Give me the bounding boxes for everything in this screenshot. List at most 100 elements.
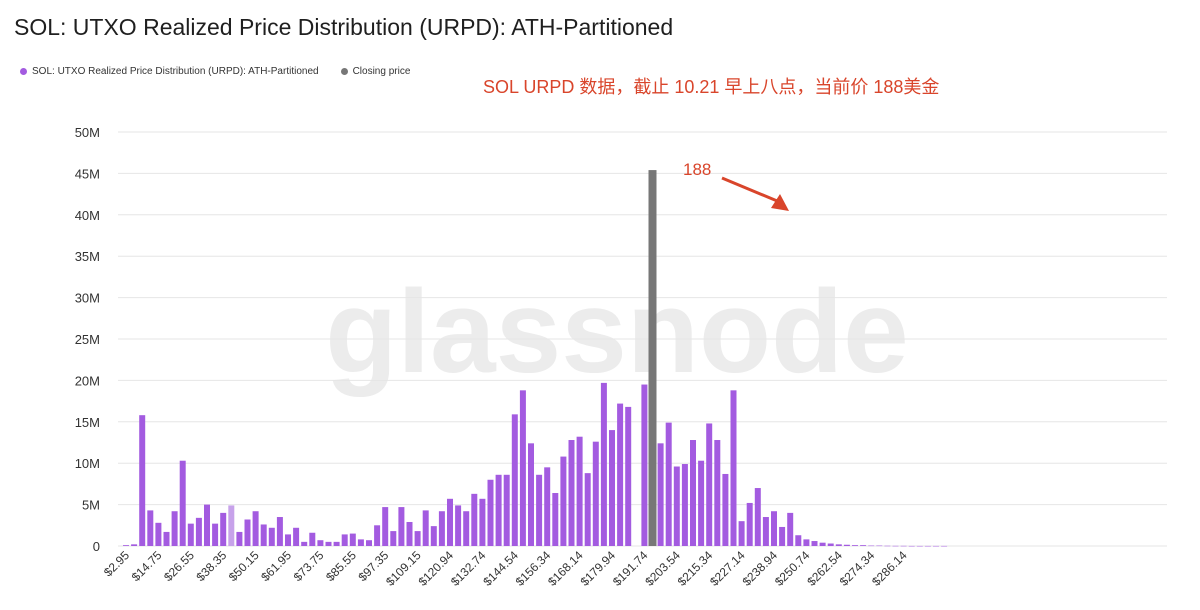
urpd-bar[interactable] (681, 464, 688, 546)
urpd-bar[interactable] (276, 517, 283, 546)
urpd-bar[interactable] (195, 517, 202, 546)
urpd-bar[interactable] (228, 505, 235, 546)
urpd-bar[interactable] (779, 526, 786, 546)
urpd-bar[interactable] (455, 505, 462, 546)
urpd-bar[interactable] (204, 504, 210, 546)
urpd-bar[interactable] (155, 522, 162, 546)
urpd-bar[interactable] (528, 443, 534, 546)
urpd-bar[interactable] (673, 466, 680, 546)
urpd-bar[interactable] (511, 414, 518, 546)
urpd-bar[interactable] (325, 541, 332, 546)
urpd-bar[interactable] (333, 541, 340, 546)
urpd-bar[interactable] (212, 523, 219, 546)
urpd-bar[interactable] (495, 474, 502, 546)
urpd-bar[interactable] (900, 545, 907, 547)
urpd-bar[interactable] (835, 544, 842, 546)
urpd-bar[interactable] (487, 479, 494, 546)
urpd-bar[interactable] (843, 544, 850, 546)
urpd-bar[interactable] (706, 423, 713, 546)
urpd-bar[interactable] (479, 498, 486, 546)
urpd-bar[interactable] (357, 539, 364, 546)
urpd-bar[interactable] (617, 403, 624, 546)
urpd-bar[interactable] (163, 531, 170, 546)
urpd-bar[interactable] (609, 430, 615, 546)
urpd-bar[interactable] (382, 507, 389, 546)
urpd-bar[interactable] (730, 390, 737, 546)
urpd-bar[interactable] (349, 533, 356, 546)
urpd-bar[interactable] (406, 521, 413, 546)
urpd-bar[interactable] (309, 532, 316, 546)
urpd-bar[interactable] (941, 545, 948, 547)
urpd-bar[interactable] (536, 474, 543, 546)
urpd-bar[interactable] (301, 541, 308, 546)
urpd-bar[interactable] (762, 517, 769, 546)
urpd-bar[interactable] (803, 539, 810, 546)
urpd-bar[interactable] (438, 511, 445, 546)
urpd-bar[interactable] (787, 512, 794, 546)
urpd-bar[interactable] (600, 382, 607, 546)
urpd-bar[interactable] (665, 422, 672, 546)
urpd-bar[interactable] (827, 543, 834, 546)
urpd-bar[interactable] (690, 440, 696, 546)
urpd-bar[interactable] (260, 524, 267, 546)
urpd-bar[interactable] (592, 441, 599, 546)
urpd-bar[interactable] (657, 443, 664, 546)
urpd-bar[interactable] (924, 545, 931, 547)
urpd-bar[interactable] (447, 498, 453, 546)
urpd-bar[interactable] (398, 507, 405, 546)
urpd-bar[interactable] (641, 384, 648, 546)
legend-item-closing-price[interactable]: Closing price (340, 66, 410, 77)
urpd-bar[interactable] (860, 545, 867, 546)
closing-price-bar[interactable] (648, 170, 657, 546)
urpd-bar[interactable] (819, 542, 826, 546)
urpd-bar[interactable] (179, 460, 186, 546)
urpd-bar[interactable] (738, 521, 745, 546)
urpd-bar[interactable] (187, 523, 194, 546)
urpd-bar[interactable] (317, 540, 324, 546)
urpd-bar[interactable] (390, 531, 397, 546)
urpd-bar[interactable] (560, 456, 567, 546)
urpd-bar[interactable] (414, 531, 421, 546)
urpd-bar[interactable] (852, 545, 858, 546)
urpd-bar[interactable] (552, 493, 559, 546)
urpd-bar[interactable] (293, 527, 300, 546)
urpd-bar[interactable] (471, 493, 478, 546)
urpd-bar[interactable] (252, 511, 259, 546)
urpd-bar[interactable] (220, 512, 227, 546)
urpd-bar[interactable] (463, 511, 470, 546)
urpd-bar[interactable] (147, 510, 154, 546)
urpd-bar[interactable] (519, 390, 526, 546)
urpd-bar[interactable] (746, 502, 753, 546)
urpd-bar[interactable] (171, 511, 178, 546)
urpd-bar[interactable] (244, 519, 251, 546)
legend-item-urpd[interactable]: SOL: UTXO Realized Price Distribution (U… (20, 66, 319, 77)
urpd-bar[interactable] (503, 474, 510, 546)
urpd-bar[interactable] (576, 436, 583, 546)
urpd-bar[interactable] (892, 545, 899, 547)
urpd-bar[interactable] (868, 545, 875, 547)
urpd-bar[interactable] (123, 545, 129, 546)
urpd-bar[interactable] (908, 545, 915, 547)
urpd-bar[interactable] (714, 440, 721, 546)
urpd-bar[interactable] (754, 488, 761, 546)
urpd-bar[interactable] (916, 545, 923, 547)
urpd-bar[interactable] (698, 460, 705, 546)
urpd-bar[interactable] (422, 510, 429, 546)
urpd-bar[interactable] (811, 541, 818, 546)
urpd-bar[interactable] (771, 511, 777, 546)
urpd-bar[interactable] (139, 415, 146, 546)
urpd-bar[interactable] (268, 527, 275, 546)
urpd-bar[interactable] (366, 540, 372, 546)
urpd-bar[interactable] (933, 545, 939, 547)
urpd-bar[interactable] (795, 535, 802, 546)
urpd-bar[interactable] (285, 534, 291, 546)
urpd-bar[interactable] (722, 473, 729, 546)
urpd-bar[interactable] (568, 440, 575, 546)
urpd-bar[interactable] (341, 534, 348, 546)
urpd-bar[interactable] (236, 531, 243, 546)
urpd-bar[interactable] (374, 525, 381, 546)
urpd-bar[interactable] (544, 467, 551, 546)
urpd-bar[interactable] (131, 544, 138, 546)
urpd-bar[interactable] (884, 545, 891, 547)
urpd-bar[interactable] (430, 526, 437, 546)
